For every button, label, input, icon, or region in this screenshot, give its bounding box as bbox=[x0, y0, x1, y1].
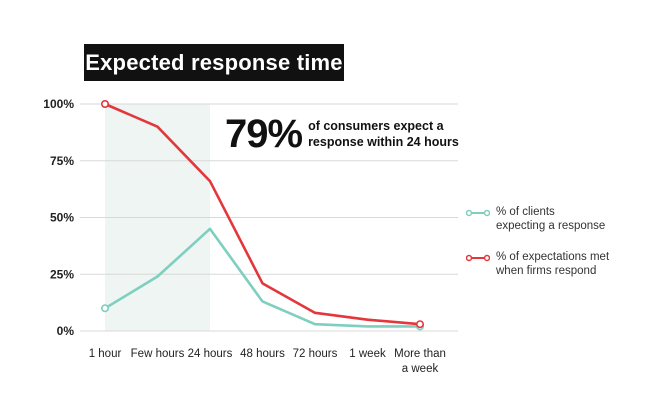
legend-label-expectations-line1: % of expectations met bbox=[496, 251, 610, 263]
callout-value: 79% bbox=[225, 112, 303, 156]
series-point-1 bbox=[101, 100, 110, 109]
y-tick-label: 50% bbox=[50, 211, 74, 225]
y-tick-label: 100% bbox=[43, 97, 74, 111]
legend-label-expectations: % of expectations met when firms respond bbox=[496, 250, 656, 278]
legend-label-clients-line1: % of clients bbox=[496, 206, 555, 218]
legend-label-clients: % of clients expecting a response bbox=[496, 205, 656, 233]
y-tick-label: 75% bbox=[50, 154, 74, 168]
x-tick-label: Few hours bbox=[131, 348, 185, 360]
x-tick-label: a week bbox=[402, 363, 439, 375]
series-point-0 bbox=[101, 304, 110, 313]
series-point-1 bbox=[415, 320, 424, 329]
legend-item-clients: % of clients expecting a response bbox=[466, 205, 656, 233]
chart-title: Expected response time bbox=[84, 44, 344, 81]
y-tick-label: 25% bbox=[50, 267, 74, 281]
legend-swatch-clients bbox=[466, 209, 490, 217]
callout: 79% of consumers expect a response withi… bbox=[225, 112, 483, 156]
legend-label-clients-line2: expecting a response bbox=[496, 220, 606, 232]
legend-swatch-expectations bbox=[466, 254, 490, 262]
x-tick-label: 48 hours bbox=[240, 348, 285, 360]
legend-label-expectations-line2: when firms respond bbox=[496, 265, 597, 277]
x-tick-label: 24 hours bbox=[188, 348, 233, 360]
series-line-0 bbox=[103, 227, 422, 328]
legend-item-expectations: % of expectations met when firms respond bbox=[466, 250, 656, 278]
x-tick-label: 1 week bbox=[349, 348, 386, 360]
x-tick-label: 72 hours bbox=[293, 348, 338, 360]
x-tick-label: More than bbox=[394, 348, 446, 360]
callout-text: of consumers expect a response within 24… bbox=[308, 119, 459, 149]
series-line-1 bbox=[103, 102, 422, 326]
y-tick-label: 0% bbox=[57, 324, 75, 338]
x-tick-label: 1 hour bbox=[89, 348, 122, 360]
